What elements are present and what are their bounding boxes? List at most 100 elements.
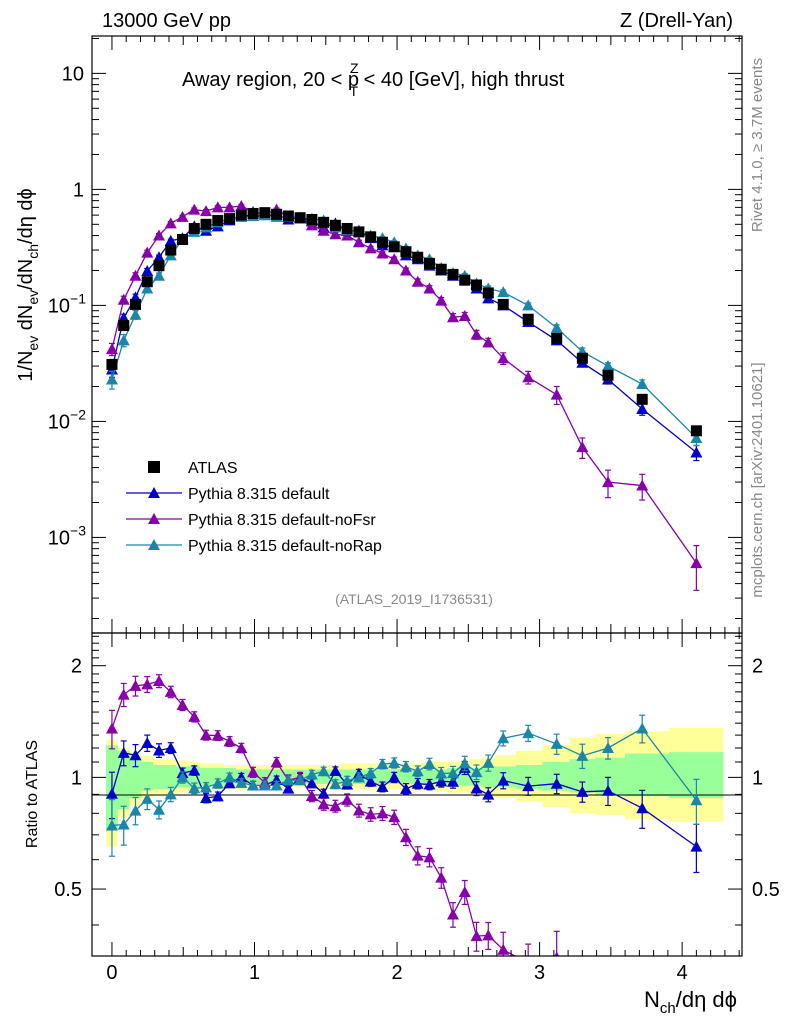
series-3-ratio-point <box>188 782 201 794</box>
legend-marker <box>148 539 160 550</box>
series-3-ratio-point <box>329 778 342 790</box>
series-2-ratio-point <box>341 793 354 805</box>
series-3-ratio-point <box>152 803 165 815</box>
x-tick-label: 2 <box>391 962 402 984</box>
series-1-ratio-point <box>188 764 201 776</box>
legend-label: ATLAS <box>188 460 238 477</box>
series-2-point <box>117 293 130 305</box>
series-3-ratio-point <box>211 777 224 789</box>
series-3-ratio-point <box>270 779 283 791</box>
series-1-ratio-point <box>317 787 330 799</box>
x-tick-label: 0 <box>106 962 117 984</box>
process-label: Z (Drell-Yan) <box>620 10 733 32</box>
series-2-point <box>200 205 213 217</box>
series-3-ratio-point <box>176 771 189 783</box>
series-3-ratio <box>105 714 703 857</box>
series-2-point <box>164 217 177 229</box>
series-2-point <box>188 203 201 215</box>
series-1-ratio-point <box>152 744 165 756</box>
series-2-point <box>317 224 330 236</box>
main-panel: 10 1 10−1 10−2 10−3 Away region, 20 < pZ T < … <box>48 35 743 647</box>
atlas-point <box>165 244 177 256</box>
series-3-ratio-point <box>164 788 177 800</box>
series-2-ratio-point <box>317 798 330 810</box>
atlas-point <box>200 218 212 230</box>
series-2-ratio-point <box>117 688 130 700</box>
atlas-point <box>188 223 200 235</box>
y-tick-label: 10−3 <box>48 522 86 549</box>
series-2-ratio-point <box>235 742 248 754</box>
x-tick-label: 3 <box>534 962 545 984</box>
series-1-ratio-point <box>550 777 563 789</box>
series-2-ratio-point <box>522 957 534 968</box>
atlas-point <box>224 213 236 225</box>
series-2-ratio-point <box>458 886 471 898</box>
series-2-ratio-point <box>270 756 283 768</box>
series-1-point <box>636 402 649 414</box>
series-3-ratio-point <box>411 765 424 777</box>
series-1-ratio-point <box>497 774 510 786</box>
plot-title: Away region, 20 < pZ T < 40 [GeV], high t… <box>182 60 565 99</box>
atlas-point <box>435 263 447 275</box>
series-2-ratio-point <box>211 729 224 741</box>
series-2-point <box>105 343 118 355</box>
ratio-tick-label: 1 <box>71 767 82 789</box>
series-2-point <box>446 311 459 323</box>
series-3-ratio-point <box>282 774 295 786</box>
atlas-point <box>365 231 377 243</box>
series-2-point <box>176 210 189 222</box>
series-1-point <box>141 264 154 276</box>
atlas-point <box>400 246 412 258</box>
series-3-ratio-point <box>200 781 213 793</box>
series-2-ratio-point <box>305 789 318 801</box>
series-3-ratio-point <box>294 774 307 786</box>
atlas-point <box>412 251 424 263</box>
series-1-ratio-point <box>282 782 295 794</box>
atlas-point <box>259 207 271 219</box>
series-2-ratio-point <box>576 986 588 997</box>
series-2-ratio-point <box>176 698 189 710</box>
rivet-label: Rivet 4.1.0, ≥ 3.7M events <box>749 58 766 232</box>
series-1-ratio-point <box>329 764 342 776</box>
series-1-ratio-point <box>576 785 589 797</box>
atlas-point <box>306 214 318 226</box>
series-3-ratio-point <box>258 779 271 791</box>
series-3-ratio-point <box>117 818 130 830</box>
atlas-point <box>141 276 153 288</box>
atlas-point <box>341 223 353 235</box>
legend-marker <box>148 513 160 524</box>
series-3-ratio-point <box>129 804 142 816</box>
series-3-ratio-point <box>482 756 495 768</box>
series-2-ratio-point <box>129 679 142 691</box>
atlas-point <box>636 393 648 405</box>
atlas-point <box>271 208 283 220</box>
series-1-ratio-point <box>388 771 401 783</box>
series-2-point <box>636 479 649 491</box>
atlas-point <box>235 209 247 221</box>
x-tick-label: 1 <box>249 962 260 984</box>
series-3-point <box>105 373 118 385</box>
x-axis-label: Nch/dη dϕ <box>644 987 737 1017</box>
atlas-point <box>576 352 588 364</box>
atlas-point <box>522 313 534 325</box>
series-1-ratio-point <box>117 746 130 758</box>
ratio-tick-label: 2 <box>71 656 82 678</box>
series-3-point <box>141 282 154 294</box>
series-3-point <box>522 299 535 311</box>
series-2-point <box>497 352 510 364</box>
atlas-point <box>177 233 189 245</box>
series-2-point <box>141 246 154 258</box>
series-2-ratio-point <box>364 808 377 820</box>
series-2-ratio-point <box>141 678 154 690</box>
series-2-ratio-point <box>152 675 165 687</box>
series-2-point <box>211 201 224 213</box>
atlas-point <box>212 214 224 226</box>
series-1-point <box>164 234 177 246</box>
series-3-ratio-point <box>602 742 615 754</box>
atlas-point <box>353 226 365 238</box>
series-2-point <box>223 201 236 213</box>
series-2-point <box>458 310 471 322</box>
series-2-point <box>470 328 483 340</box>
main-y-axis-label: 1/Nev dNev/dNch/dη dϕ <box>15 188 41 381</box>
